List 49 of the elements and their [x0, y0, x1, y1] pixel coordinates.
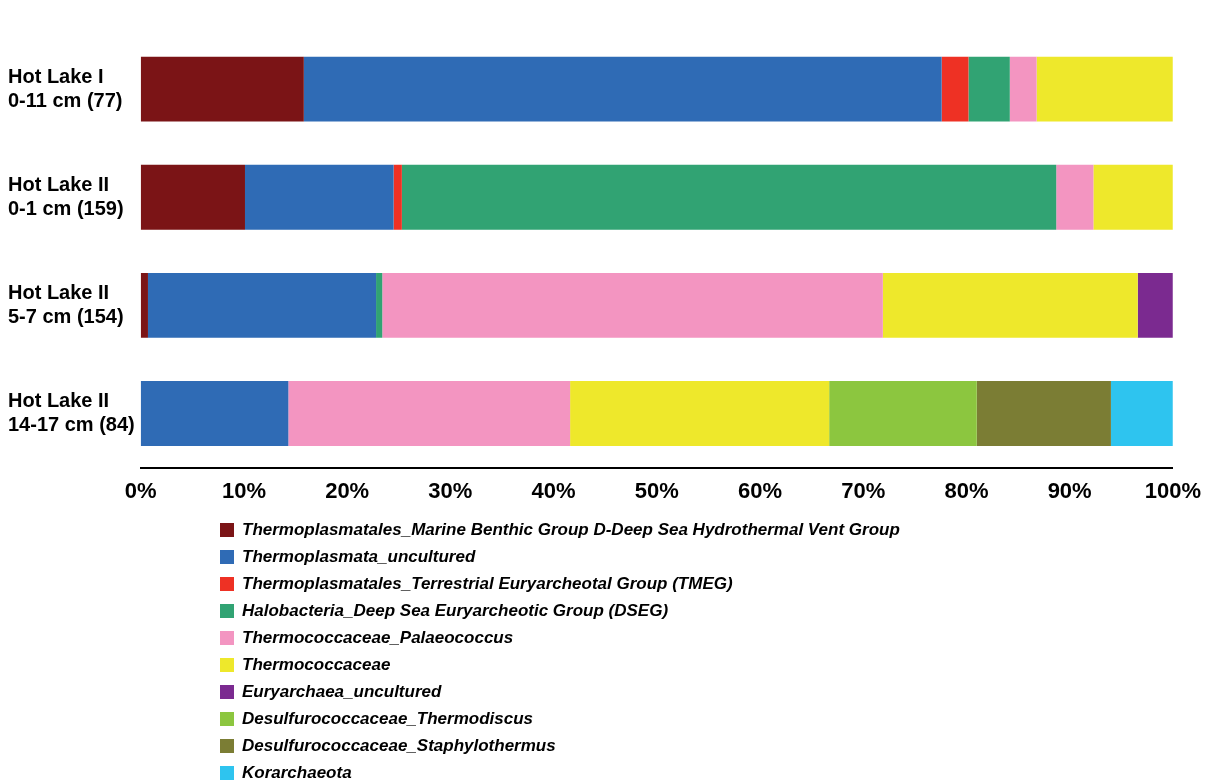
bar [570, 381, 830, 446]
bar [1137, 272, 1173, 338]
legend-label: Thermoplasmatales_Terrestrial Euryarcheotal Group (TMEG) [242, 573, 733, 594]
bar [941, 56, 969, 122]
legend-label: Thermoplasmata_uncultured [242, 546, 476, 567]
bar [393, 164, 402, 230]
bar [1110, 381, 1173, 446]
bar [1036, 56, 1173, 122]
y-tick-label: Hot Lake II 0-1 cm (159) [8, 172, 124, 219]
y-tick-label: Hot Lake I 0-11 cm (77) [8, 64, 123, 111]
bar [244, 164, 394, 230]
bar [382, 272, 883, 338]
y-tick-label: Hot Lake II 14-17 cm (84) [8, 389, 135, 436]
legend-label: Desulfurococcaceae_Staphylothermus [242, 735, 556, 756]
legend-label: Desulfurococcaceae_Thermodiscus [242, 708, 534, 729]
bar [968, 56, 1010, 122]
bar [140, 272, 148, 338]
y-tick-label: Hot Lake II 5-7 cm (154) [8, 280, 124, 327]
bar [882, 272, 1138, 338]
bar [976, 381, 1111, 446]
legend-label: Thermococcaceae [242, 654, 391, 675]
bar [288, 381, 571, 446]
x-tick-label: 50% [634, 477, 679, 503]
legend-label: Halobacteria_Deep Sea Euryarcheotic Group (DSEG) [242, 600, 669, 621]
bar [147, 272, 377, 338]
x-tick-label: 40% [531, 477, 576, 503]
x-tick-label: 100% [1144, 477, 1202, 503]
bar [303, 56, 942, 122]
bar [140, 381, 289, 446]
x-tick-label: 90% [1047, 477, 1092, 503]
bar [1056, 164, 1094, 230]
legend-label: Korarchaeota [242, 762, 352, 781]
legend-label: Thermococcaceae_Palaeococcus [242, 627, 514, 648]
x-tick-label: 70% [841, 477, 886, 503]
bar [1093, 164, 1173, 230]
bar [401, 164, 1057, 230]
bar [140, 56, 304, 122]
x-tick-label: 20% [325, 477, 370, 503]
x-tick-label: 60% [737, 477, 783, 503]
bar [376, 272, 383, 338]
x-tick-label: 80% [944, 477, 989, 503]
bar [1009, 56, 1037, 122]
legend-label: Thermoplasmatales_Marine Benthic Group D-Deep Sea Hydrothermal Vent Group [242, 519, 900, 540]
bar [829, 381, 977, 446]
bar [140, 164, 245, 230]
x-tick-label: 10% [221, 477, 266, 503]
x-tick-label: 0% [124, 477, 157, 503]
x-tick-label: 30% [428, 477, 473, 503]
legend-label: Euryarchaea_uncultured [242, 681, 442, 702]
